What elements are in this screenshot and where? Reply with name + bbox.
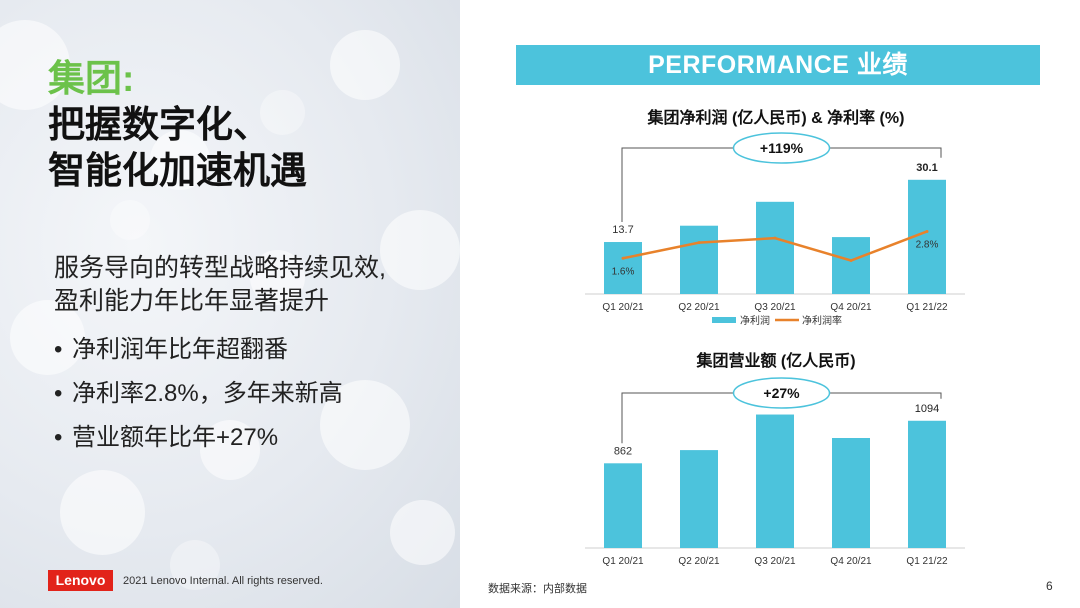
left-panel: 集团: 把握数字化、 智能化加速机遇 服务导向的转型战略持续见效, 盈利能力年比… (0, 0, 460, 608)
data-source-note: 数据来源：内部数据 (488, 583, 587, 595)
bokeh-decoration (320, 380, 410, 470)
bokeh-decoration (380, 210, 460, 290)
footer-left: Lenovo 2021 Lenovo Internal. All rights … (48, 570, 323, 591)
chart1-growth-oval (732, 132, 831, 164)
chart1-bar (680, 225, 718, 294)
headline-line1: 集团: (48, 58, 135, 99)
chart1-growth-label: +119% (760, 140, 804, 156)
chart2-growth-oval (732, 377, 831, 409)
chart1-bar-data-label: 30.1 (916, 162, 937, 174)
chart2-bar (756, 414, 794, 548)
list-item: • 营业额年比年+27% (54, 416, 343, 460)
chart1-margin-point (621, 256, 625, 260)
chart2-bar (680, 450, 718, 548)
bullet-dot-icon: • (54, 424, 63, 451)
bullet-text: 营业额年比年+27% (72, 424, 279, 451)
chart-title-revenue: 集团营业额 (亿人民币) (696, 353, 856, 370)
bokeh-decoration (330, 30, 400, 100)
chart2-x-tick-label: Q2 20/21 (678, 556, 720, 567)
bullet-text: 净利润年比年超翻番 (72, 336, 288, 363)
chart1-margin-point (773, 236, 777, 240)
bokeh-decoration (200, 420, 260, 480)
chart1-legend-label: 净利润率 (802, 314, 842, 327)
chart1-x-tick-label: Q3 20/21 (754, 302, 796, 313)
chart1-margin-point (849, 259, 853, 262)
chart2-bar-data-label: 1094 (915, 403, 939, 415)
bokeh-decoration (150, 130, 210, 190)
chart2-bar-data-label: 862 (614, 445, 632, 457)
chart1-line-data-label: 1.6% (612, 266, 635, 277)
chart1-x-tick-label: Q4 20/21 (830, 302, 872, 313)
lead-text: 服务导向的转型战略持续见效, 盈利能力年比年显著提升 (54, 252, 386, 318)
lenovo-logo: Lenovo (48, 570, 113, 591)
bokeh-decoration (390, 500, 455, 565)
headline-line2: 把握数字化、 (48, 104, 270, 145)
chart1-margin-point (925, 229, 929, 233)
bokeh-decoration (250, 250, 305, 305)
lead-line1: 服务导向的转型战略持续见效, (54, 254, 386, 282)
chart1-legend-label: 净利润 (740, 314, 770, 327)
chart-title-net-profit: 集团净利润 (亿人民币) & 净利率 (%) (647, 110, 905, 127)
list-item: • 净利率2.8%，多年来新高 (54, 372, 343, 416)
chart1-legend-bar-swatch (712, 317, 736, 323)
bullet-dot-icon: • (54, 380, 63, 407)
headline-line3: 智能化加速机遇 (48, 150, 307, 191)
bullet-dot-icon: • (54, 336, 63, 363)
bokeh-decoration (260, 90, 305, 135)
chart2-bar (832, 438, 870, 548)
chart2-x-tick-label: Q3 20/21 (754, 556, 796, 567)
performance-banner: PERFORMANCE 业绩 (516, 45, 1040, 85)
chart1-bar (756, 201, 794, 294)
bokeh-decoration (10, 300, 85, 375)
bokeh-decoration (110, 200, 150, 240)
chart2-x-tick-label: Q4 20/21 (830, 556, 872, 567)
chart1-x-tick-label: Q1 20/21 (602, 302, 644, 313)
chart2-bar (908, 420, 946, 548)
chart1-x-tick-label: Q1 21/22 (906, 302, 948, 313)
chart1-bar (604, 242, 642, 294)
lead-line2: 盈利能力年比年显著提升 (54, 287, 330, 315)
chart2-bar (604, 463, 642, 548)
chart1-bar (832, 237, 870, 294)
copyright-text: 2021 Lenovo Internal. All rights reserve… (123, 574, 323, 587)
bullet-text: 净利率2.8%，多年来新高 (72, 380, 343, 407)
page-number: 6 (1046, 579, 1053, 593)
chart2-x-tick-label: Q1 21/22 (906, 556, 948, 567)
chart1-line-data-label: 2.8% (916, 239, 939, 250)
bokeh-decoration (0, 20, 70, 110)
bokeh-decoration (170, 540, 220, 590)
chart2-growth-label: +27% (763, 385, 800, 401)
bokeh-decoration (60, 470, 145, 555)
list-item: • 净利润年比年超翻番 (54, 328, 343, 372)
bullet-list: • 净利润年比年超翻番 • 净利率2.8%，多年来新高 • 营业额年比年+27% (54, 328, 343, 460)
chart1-bar-data-label: 13.7 (612, 224, 633, 236)
headline: 集团: 把握数字化、 智能化加速机遇 (48, 56, 307, 194)
chart1-x-tick-label: Q2 20/21 (678, 302, 720, 313)
chart2-x-tick-label: Q1 20/21 (602, 556, 644, 567)
chart1-margin-point (697, 241, 701, 245)
